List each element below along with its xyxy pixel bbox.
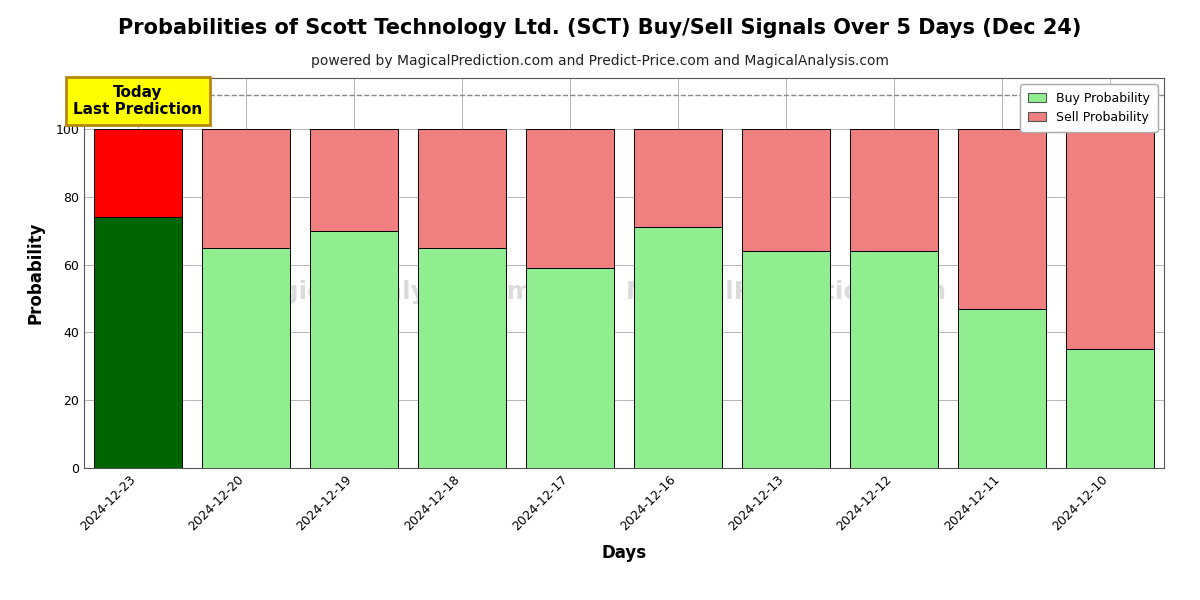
Bar	[958, 308, 1046, 468]
Text: Probabilities of Scott Technology Ltd. (SCT) Buy/Sell Signals Over 5 Days (Dec 2: Probabilities of Scott Technology Ltd. (…	[119, 18, 1081, 38]
Bar	[202, 129, 290, 248]
Bar	[850, 129, 938, 251]
Bar	[526, 268, 614, 468]
Y-axis label: Probability: Probability	[26, 222, 44, 324]
Bar	[634, 129, 722, 227]
Text: MagicalAnalysis.com: MagicalAnalysis.com	[240, 280, 533, 304]
Bar	[418, 129, 506, 248]
Bar	[202, 248, 290, 468]
Bar	[742, 251, 830, 468]
Bar	[94, 129, 182, 217]
Legend: Buy Probability, Sell Probability: Buy Probability, Sell Probability	[1020, 84, 1158, 131]
Bar	[1066, 129, 1154, 349]
Text: MagicalPrediction.com: MagicalPrediction.com	[625, 280, 947, 304]
Text: powered by MagicalPrediction.com and Predict-Price.com and MagicalAnalysis.com: powered by MagicalPrediction.com and Pre…	[311, 54, 889, 68]
Bar	[310, 129, 398, 230]
Bar	[634, 227, 722, 468]
Bar	[418, 248, 506, 468]
Bar	[742, 129, 830, 251]
Bar	[94, 217, 182, 468]
Bar	[958, 129, 1046, 308]
Text: Today
Last Prediction: Today Last Prediction	[73, 85, 203, 117]
X-axis label: Days: Days	[601, 544, 647, 562]
Bar	[1066, 349, 1154, 468]
Bar	[850, 251, 938, 468]
Bar	[526, 129, 614, 268]
Bar	[310, 230, 398, 468]
